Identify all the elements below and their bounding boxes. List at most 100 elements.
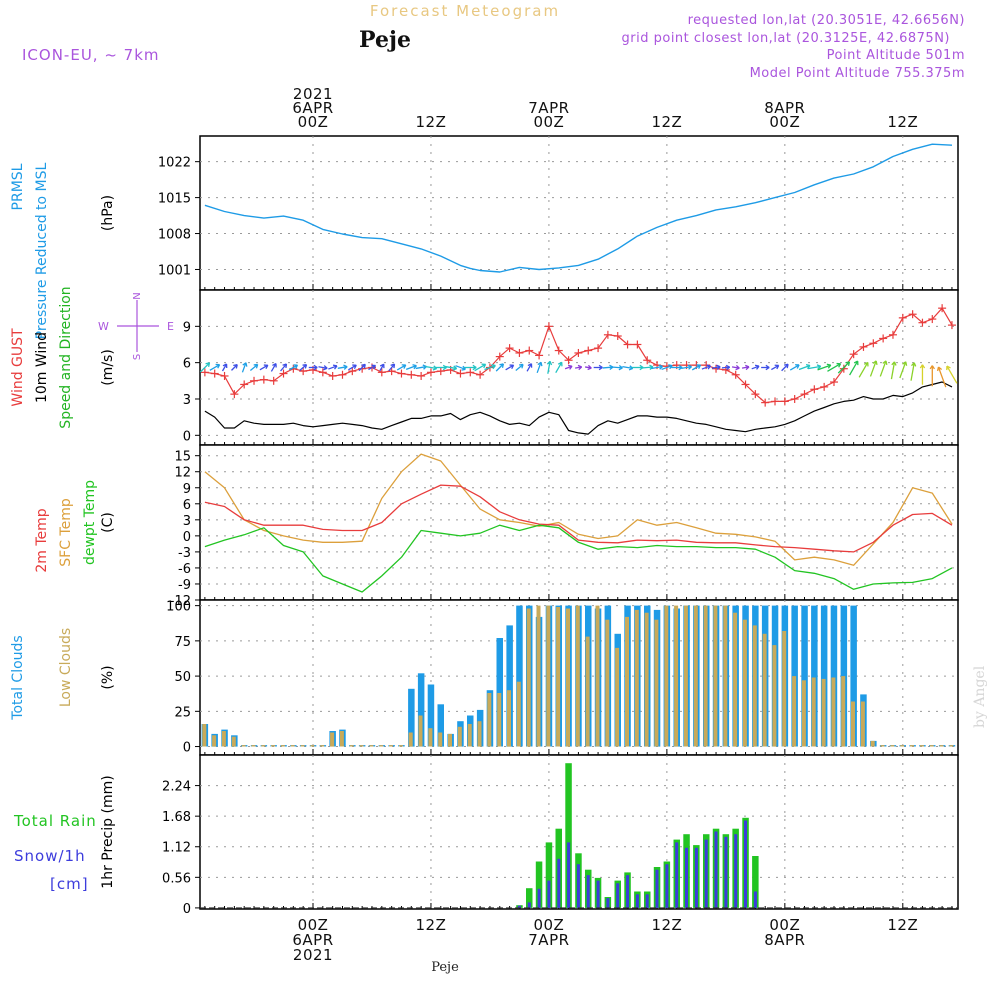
- low-cloud-bar: [674, 605, 679, 747]
- y-tick-label: 1.68: [162, 810, 191, 825]
- y-tick-label: 75: [174, 635, 191, 650]
- rain-bar: [565, 763, 572, 908]
- wind-arrow: [612, 364, 623, 371]
- wind-arrow: [536, 361, 543, 374]
- rain-bar: [535, 861, 543, 908]
- top-time-label: 7APR: [528, 99, 569, 117]
- low-cloud-bar: [644, 612, 649, 747]
- wind-arrow: [221, 363, 228, 372]
- wind-arrow: [837, 361, 851, 374]
- y-tick-label: 0.56: [162, 871, 191, 886]
- total-cloud-bar: [427, 684, 435, 747]
- y-tick-label: 1.12: [162, 841, 191, 856]
- wind-arrow: [858, 361, 869, 378]
- wind-arrow: [701, 364, 712, 370]
- low-cloud-bar: [880, 745, 885, 747]
- low-cloud-bar: [693, 605, 698, 747]
- gust-marker: [259, 375, 268, 384]
- low-cloud-bar: [860, 701, 865, 747]
- total-cloud-bar: [417, 673, 425, 747]
- top-time-label: 00Z: [769, 113, 800, 131]
- gust-marker: [761, 398, 770, 407]
- rain-label: Total Rain: [13, 812, 97, 830]
- gust-marker: [603, 330, 612, 339]
- low-cloud-bar: [320, 745, 325, 747]
- wind-arrow: [919, 364, 926, 385]
- wind-arrow: [593, 364, 603, 371]
- snow-bar: [714, 831, 718, 908]
- wind-arrow: [751, 364, 760, 370]
- low-cloud-bar: [811, 677, 816, 747]
- gust-marker: [554, 346, 563, 355]
- gust-marker: [741, 380, 750, 389]
- low-cloud-bar: [841, 676, 846, 747]
- gust-marker: [623, 340, 632, 349]
- bottom-time-label: 00Z: [298, 916, 329, 934]
- wind-arrow: [761, 364, 770, 371]
- wind-arrow: [337, 364, 348, 370]
- gust-marker: [348, 367, 357, 376]
- total-cloud-bar: [408, 688, 415, 747]
- wind-arrow: [711, 364, 721, 370]
- wind-arrow: [299, 364, 308, 371]
- low-cloud-bar: [870, 740, 875, 747]
- bottom-time-label: 8APR: [764, 931, 805, 949]
- low-cloud-bar: [290, 745, 295, 747]
- y-tick-label: 1008: [158, 228, 191, 243]
- low-cloud-bar: [418, 715, 423, 747]
- low-cloud-bar: [664, 605, 669, 747]
- gust-marker: [495, 352, 504, 361]
- dew-label: dewpt Temp: [82, 480, 98, 565]
- snow-bar: [547, 880, 551, 908]
- top-time-label: 12Z: [651, 113, 682, 131]
- wind-arrow: [288, 364, 299, 371]
- low-cloud-bar: [231, 736, 236, 747]
- top-time-label: 6APR: [292, 99, 333, 117]
- location-title: Peje: [359, 27, 411, 53]
- wind-arrow: [651, 364, 664, 370]
- total-cloud-bar: [791, 605, 798, 747]
- wind-arrow: [771, 364, 780, 371]
- wind-arrow: [379, 363, 385, 372]
- gust-marker: [594, 344, 603, 353]
- y-tick-label: 3: [183, 393, 191, 408]
- wind-arrow: [789, 364, 800, 371]
- top-time-label: 2021: [293, 85, 333, 103]
- total-cloud-bar: [811, 605, 818, 747]
- wind-arrow: [328, 364, 338, 370]
- wind-arrow: [318, 365, 328, 371]
- low-cloud-bar: [497, 693, 502, 747]
- snow-bar: [724, 836, 728, 908]
- top-time-label: 00Z: [298, 113, 329, 131]
- gust-marker: [279, 369, 288, 378]
- gust-marker: [328, 371, 337, 380]
- y-tick-label: 100: [166, 600, 191, 615]
- y-tick-label: -12: [170, 594, 191, 609]
- bottom-time-label: 6APR: [292, 931, 333, 949]
- low-cloud-bar: [467, 724, 472, 747]
- snow-bar: [557, 858, 561, 908]
- gust-marker: [810, 385, 819, 394]
- compass-e: E: [167, 320, 174, 333]
- wind-arrow: [348, 364, 357, 371]
- gust-marker: [456, 369, 465, 378]
- gust-marker: [879, 334, 888, 343]
- gust-marker: [436, 367, 445, 376]
- y-tick-label: 25: [174, 705, 191, 720]
- low-cloud-bar: [654, 619, 659, 747]
- wind-arrow: [890, 361, 897, 380]
- low-cloud-bar: [703, 605, 708, 747]
- temperature-frame: [199, 444, 959, 601]
- low-cloud-bar: [448, 733, 452, 747]
- low-cloud-bar: [782, 631, 787, 747]
- temperature-unit: (C): [100, 512, 116, 533]
- pressure-line: [204, 143, 953, 273]
- y-tick-label: 15: [174, 450, 191, 465]
- gust-marker: [397, 369, 406, 378]
- gust-marker: [820, 382, 829, 391]
- wind-arrow: [929, 365, 935, 387]
- panels: 1001100810151022(hPa)0369(m/s)-12-9-6-30…: [10, 135, 959, 917]
- top-time-label: 00Z: [533, 113, 564, 131]
- wind-arrow: [241, 362, 248, 373]
- low-cloud-bar: [310, 745, 315, 747]
